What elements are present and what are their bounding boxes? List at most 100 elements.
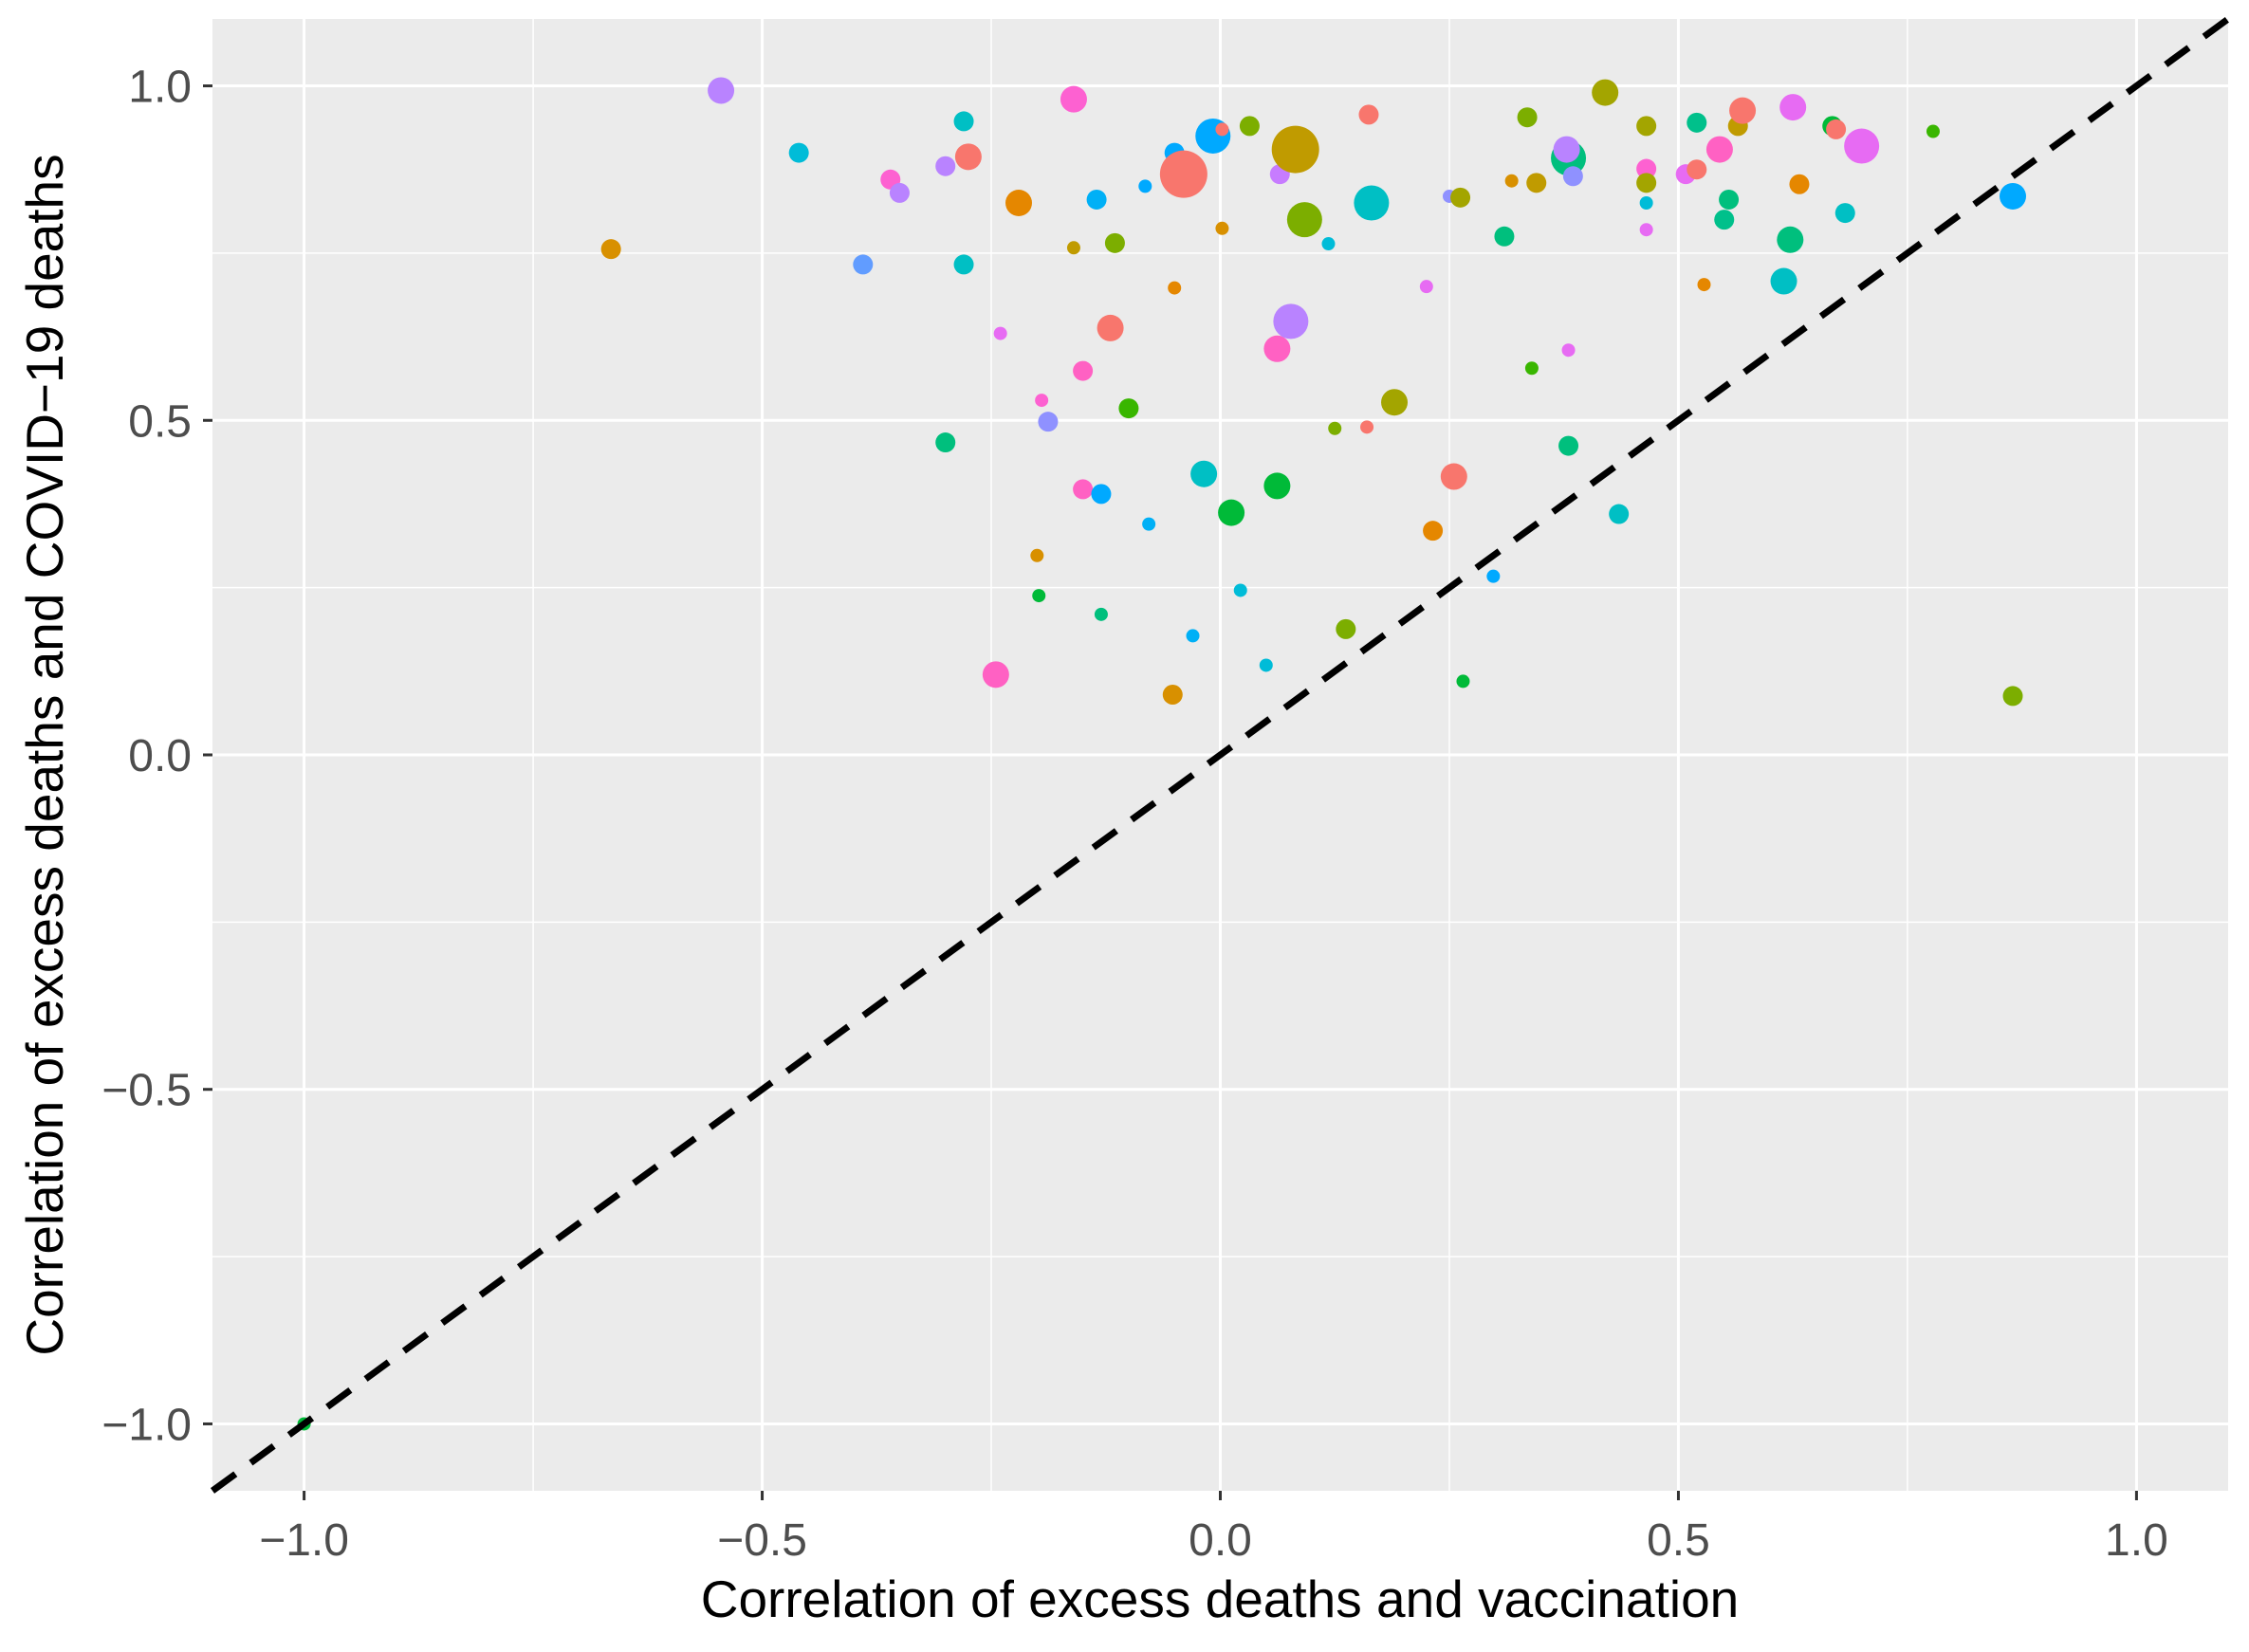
- data-point: [2002, 686, 2023, 707]
- data-point: [1215, 221, 1229, 235]
- x-axis-ticks: −1.0 −0.5 0.0 0.5 1.0: [259, 1491, 2168, 1566]
- y-tick-label: 0.0: [128, 731, 192, 781]
- data-point: [1381, 389, 1409, 416]
- data-point: [1005, 190, 1032, 216]
- y-tick-label: −0.5: [101, 1066, 192, 1116]
- data-point: [1456, 674, 1470, 688]
- data-point: [1259, 658, 1273, 672]
- data-point: [1504, 174, 1519, 188]
- data-point: [1697, 278, 1711, 292]
- x-tick-label: −1.0: [259, 1515, 349, 1566]
- data-points: [297, 77, 2027, 1431]
- data-point: [1215, 122, 1229, 137]
- data-point: [1094, 607, 1108, 621]
- data-point: [1354, 185, 1390, 221]
- data-point: [1719, 189, 1740, 210]
- data-point: [1032, 589, 1046, 603]
- data-point: [1440, 463, 1467, 490]
- data-point: [1142, 517, 1156, 531]
- data-point: [788, 142, 809, 163]
- data-point: [935, 432, 956, 453]
- data-point: [1360, 420, 1374, 434]
- data-point: [1770, 267, 1797, 295]
- data-point: [953, 111, 974, 132]
- data-point: [1779, 94, 1807, 121]
- data-point: [1494, 226, 1515, 247]
- data-point: [1639, 223, 1653, 237]
- data-point: [1834, 203, 1855, 224]
- data-point: [1086, 189, 1107, 210]
- data-point: [1844, 128, 1880, 164]
- data-point: [1186, 629, 1200, 643]
- data-point: [1636, 116, 1657, 137]
- data-point: [1073, 360, 1094, 381]
- data-point: [1118, 398, 1139, 419]
- data-point: [853, 254, 874, 275]
- y-tick-label: 0.5: [128, 396, 192, 447]
- data-point: [1609, 504, 1630, 524]
- data-point: [1273, 303, 1309, 340]
- data-point: [1419, 280, 1433, 294]
- reference-line: [210, 16, 2231, 1494]
- y-axis-ticks: −1.0 −0.5 0.0 0.5 1.0: [101, 63, 212, 1450]
- data-point: [1558, 435, 1579, 456]
- data-point: [935, 156, 956, 176]
- data-point: [993, 326, 1007, 340]
- y-tick-label: 1.0: [128, 63, 192, 113]
- data-point: [954, 143, 982, 171]
- data-point: [1263, 335, 1291, 362]
- data-point: [1271, 125, 1319, 174]
- data-point: [1066, 241, 1080, 255]
- data-point: [1263, 472, 1291, 500]
- data-point: [1517, 107, 1538, 128]
- x-tick-label: 0.5: [1647, 1515, 1710, 1566]
- data-point: [1038, 412, 1059, 432]
- data-point: [1328, 421, 1342, 435]
- data-point: [1450, 187, 1471, 208]
- data-point: [1705, 136, 1733, 163]
- data-point: [1777, 226, 1804, 253]
- data-point: [889, 182, 910, 203]
- data-point: [1553, 136, 1580, 163]
- data-point: [1233, 583, 1247, 597]
- data-point: [1138, 179, 1152, 193]
- data-point: [708, 77, 735, 104]
- data-point: [2000, 182, 2027, 210]
- data-point: [982, 661, 1009, 688]
- data-point: [1104, 232, 1125, 253]
- data-point: [1030, 548, 1044, 562]
- data-point: [1687, 112, 1707, 133]
- data-point: [1091, 484, 1112, 505]
- data-point: [1321, 237, 1336, 251]
- data-point: [953, 254, 974, 275]
- data-point: [1073, 479, 1094, 500]
- data-point: [600, 239, 621, 260]
- data-point: [1168, 281, 1182, 295]
- data-point: [1561, 343, 1576, 358]
- data-point: [1239, 116, 1260, 137]
- data-point: [1714, 210, 1735, 230]
- y-axis-title: Correlation of excess deaths and COVID−1…: [15, 154, 74, 1355]
- reference-line-group: [210, 16, 2231, 1494]
- x-tick-label: 0.0: [1189, 1515, 1252, 1566]
- x-axis-title: Correlation of excess deaths and vaccina…: [701, 1569, 1740, 1628]
- x-tick-label: −0.5: [717, 1515, 807, 1566]
- data-point: [1358, 104, 1379, 125]
- data-point: [1423, 521, 1444, 541]
- data-point: [1926, 124, 1940, 138]
- data-point: [1526, 173, 1547, 193]
- data-point: [1524, 361, 1539, 376]
- data-point: [1162, 685, 1183, 706]
- y-tick-label: −1.0: [101, 1400, 192, 1450]
- data-point: [1639, 196, 1653, 210]
- data-point: [1826, 119, 1847, 139]
- data-point: [1592, 79, 1619, 106]
- data-point: [1636, 173, 1657, 193]
- x-tick-label: 1.0: [2105, 1515, 2168, 1566]
- data-point: [1035, 394, 1049, 408]
- data-point: [1486, 569, 1501, 583]
- data-point: [1060, 85, 1087, 113]
- data-point: [1687, 159, 1707, 180]
- data-point: [1336, 618, 1356, 639]
